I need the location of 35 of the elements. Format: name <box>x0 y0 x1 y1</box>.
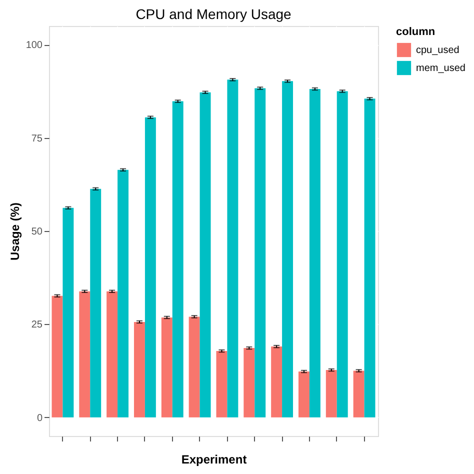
bar <box>364 98 376 418</box>
legend-title: column <box>396 26 436 38</box>
bar <box>244 348 255 418</box>
bar <box>271 346 282 418</box>
bar <box>298 372 310 418</box>
bar <box>200 92 211 418</box>
y-tick-label: 75 <box>31 133 43 144</box>
bar <box>172 101 184 418</box>
y-tick-label: 0 <box>36 412 43 424</box>
bar <box>309 88 320 418</box>
bar <box>353 370 364 418</box>
y-tick-label: 50 <box>31 226 43 238</box>
bar <box>326 370 337 418</box>
bar <box>52 296 63 418</box>
y-axis-title: Usage (%) <box>8 202 22 261</box>
legend-label: mem_used <box>416 63 466 74</box>
bar <box>134 322 145 418</box>
bar <box>254 88 266 418</box>
x-axis-title: Experiment <box>181 452 247 467</box>
bar <box>144 117 156 418</box>
chart-title: CPU and Memory Usage <box>136 6 292 22</box>
bar <box>161 317 172 418</box>
bar <box>118 170 129 418</box>
bar <box>336 91 348 418</box>
bar <box>79 291 90 418</box>
bar <box>216 351 228 418</box>
y-tick-label: 25 <box>31 320 43 331</box>
bar <box>62 208 74 418</box>
bar <box>188 316 200 418</box>
legend-label: cpu_used <box>416 45 460 56</box>
bar <box>282 81 294 418</box>
y-tick-label: 100 <box>26 40 43 52</box>
bar <box>227 80 238 418</box>
bar <box>90 188 102 418</box>
bar <box>106 291 118 418</box>
